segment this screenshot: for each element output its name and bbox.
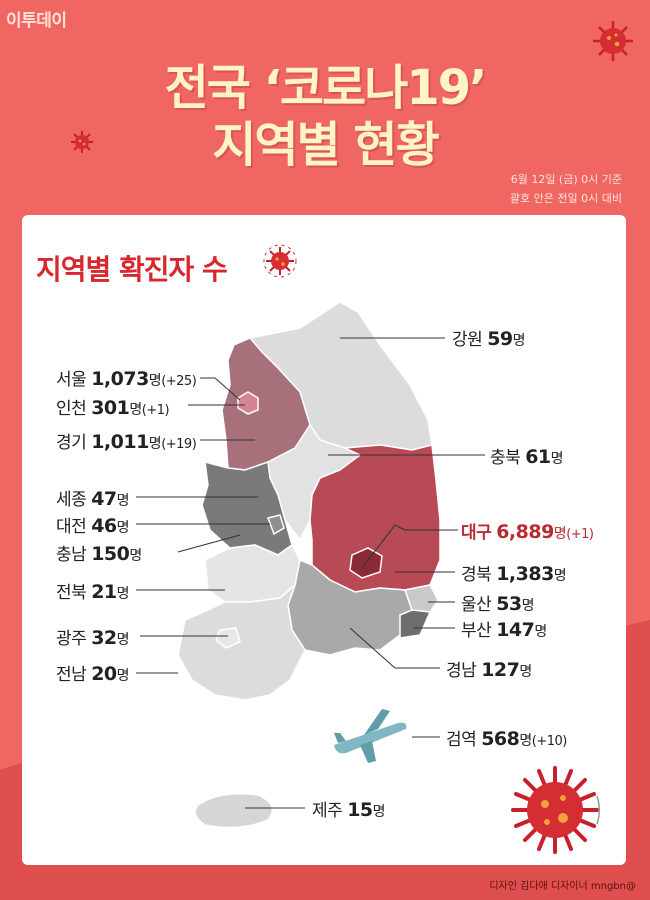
date-basis: 6월 12일 (금) 0시 기준 — [510, 173, 622, 186]
airplane-icon — [334, 709, 407, 763]
label-busan: 부산 147명 — [461, 619, 547, 641]
card-title: 지역별 확진자 수 — [36, 253, 228, 286]
label-daegu: 대구 6,889명(+1) — [461, 521, 594, 543]
label-jeonbuk: 전북 21명 — [56, 581, 130, 603]
label-seoul: 서울 1,073명(+25) — [56, 368, 197, 390]
region-jeonnam — [177, 582, 306, 701]
date-comparison-note: 괄호 안은 전일 0시 대비 — [509, 192, 622, 205]
label-chungnam: 충남 150명 — [56, 543, 142, 565]
label-sejong: 세종 47명 — [56, 488, 130, 510]
region-jeju — [194, 793, 273, 829]
virus-icon — [263, 244, 297, 278]
virus-icon — [71, 131, 93, 153]
label-gwangju: 광주 32명 — [56, 627, 130, 649]
label-ulsan: 울산 53명 — [461, 593, 535, 615]
label-jeonnam: 전남 20명 — [56, 663, 130, 685]
date-note: 6월 12일 (금) 0시 기준 괄호 안은 전일 0시 대비 — [510, 170, 622, 208]
region-busan — [399, 609, 432, 639]
brand-logo[interactable]: 이투데이 — [6, 11, 67, 31]
label-incheon: 인천 301명(+1) — [56, 397, 170, 419]
region-seoul — [237, 391, 259, 415]
label-gyeongbuk: 경북 1,383명 — [461, 563, 567, 585]
main-title-line-1: 전국 ‘코로나19’ — [164, 60, 488, 116]
label-gyeongnam: 경남 127명 — [446, 659, 532, 681]
label-daejeon: 대전 46명 — [56, 515, 130, 537]
label-chungbuk: 충북 61명 — [490, 446, 564, 468]
main-title-line-2: 지역별 현황 — [212, 117, 440, 173]
virus-icon — [593, 21, 633, 61]
designer-credit: 디자인 김다애 디자이너 mngbn@ — [489, 881, 636, 892]
label-jeju: 제주 15명 — [312, 799, 386, 821]
virus-icon — [511, 766, 600, 854]
label-gyeonggi: 경기 1,011명(+19) — [56, 431, 197, 453]
label-gangwon: 강원 59명 — [452, 328, 526, 350]
region-ulsan — [404, 584, 439, 613]
region-gwangju — [215, 627, 241, 649]
region-daejeon — [267, 514, 285, 536]
label-quarantine: 검역 568명(+10) — [446, 728, 567, 750]
